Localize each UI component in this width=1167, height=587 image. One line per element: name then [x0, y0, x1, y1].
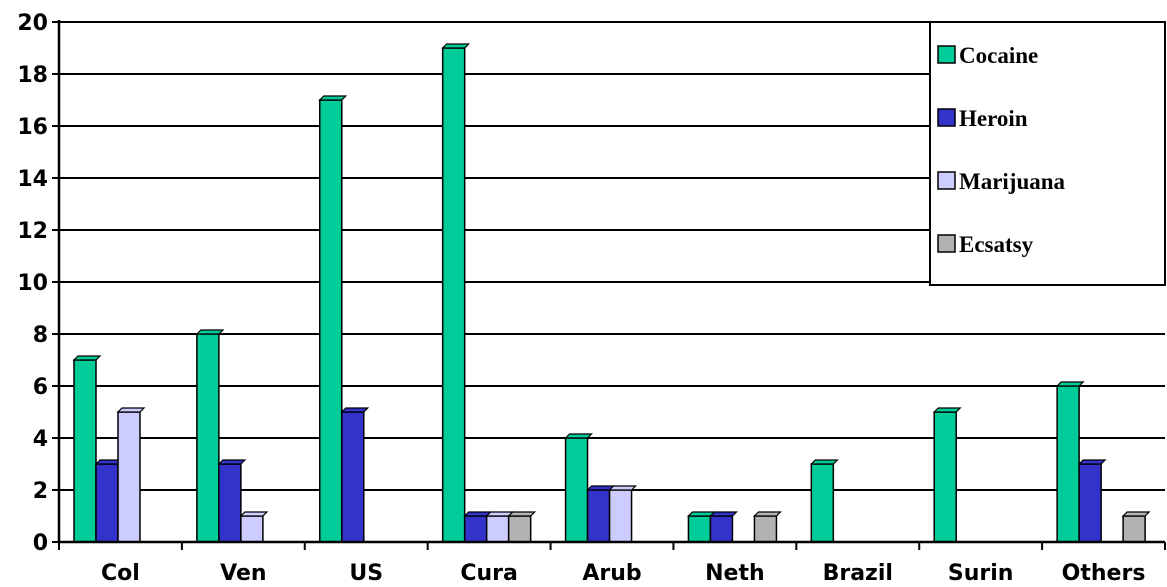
bar-top-cap [116, 407, 146, 413]
bar-top-cap [1055, 381, 1085, 387]
y-tick-label: 8 [33, 323, 48, 348]
bar-top-cap [932, 407, 962, 413]
bar-top-cap [708, 511, 738, 517]
y-tick-label: 20 [17, 11, 48, 36]
legend-swatch-marijuana [937, 171, 956, 190]
bar-heroin-ven [218, 463, 242, 543]
bar-top-cap [239, 511, 269, 517]
legend-label-heroin: Heroin [959, 106, 1028, 131]
bar-heroin-others [1078, 463, 1102, 543]
y-tick-label: 4 [33, 427, 48, 452]
x-tick-label: Arub [582, 561, 641, 586]
bar-cocaine-arub [564, 437, 589, 543]
legend: Cocaine Heroin Marijuana Ecsatsy [929, 21, 1166, 286]
x-tick-label: Cura [460, 561, 518, 586]
bar-top-cap [441, 43, 471, 49]
y-tick-label: 18 [17, 63, 48, 88]
legend-label-ecsatsy: Ecsatsy [959, 232, 1034, 257]
bar-series-group [72, 43, 1151, 543]
bar-top-cap [318, 95, 348, 101]
y-axis-tick-labels: 0 2 4 6 8 10 12 14 16 18 20 [17, 11, 48, 556]
bar-top-cap [752, 511, 782, 517]
bar-heroin-col [95, 463, 119, 543]
bar-marijuana-col [117, 411, 141, 543]
bar-heroin-us [341, 411, 365, 543]
bar-cocaine-us [319, 99, 343, 543]
bar-cocaine-ven [196, 333, 220, 543]
bar-ecsatsy-cura [507, 515, 532, 543]
y-tick-label: 0 [33, 531, 48, 556]
y-tick-label: 12 [17, 219, 48, 244]
y-tick-label: 6 [33, 375, 48, 400]
bar-cocaine-surin [933, 411, 957, 543]
bar-top-cap [1077, 459, 1107, 465]
bar-top-cap [507, 511, 537, 517]
bar-top-cap [340, 407, 370, 413]
x-tick-label: Brazil [823, 561, 893, 586]
bar-marijuana-arub [608, 489, 633, 543]
bar-top-cap [195, 329, 225, 335]
legend-box [929, 21, 1166, 286]
bar-cocaine-brazil [810, 463, 835, 543]
bar-heroin-neth [709, 515, 734, 543]
bar-heroin-arub [586, 489, 611, 543]
bar-top-cap [809, 459, 839, 465]
bar-cocaine-col [73, 359, 97, 543]
bar-ecsatsy-others [1122, 515, 1146, 543]
bar-top-cap [217, 459, 247, 465]
x-tick-label: Surin [948, 561, 1014, 586]
y-tick-label: 16 [17, 115, 48, 140]
x-tick-label: Neth [705, 561, 765, 586]
x-axis-tick-labels: Col Ven US Cura Arub Neth Brazil Surin Others [101, 561, 1145, 586]
x-tick-label: Ven [220, 561, 266, 586]
x-tick-label: US [349, 561, 383, 586]
bar-marijuana-cura [485, 515, 510, 543]
y-tick-label: 2 [33, 479, 48, 504]
legend-swatch-cocaine [937, 45, 956, 64]
bar-top-cap [1121, 511, 1151, 517]
legend-swatch-ecsatsy [937, 234, 956, 253]
x-tick-label: Col [101, 561, 140, 586]
bar-ecsatsy-neth [753, 515, 778, 543]
legend-swatch-heroin [937, 108, 956, 127]
bar-cocaine-others [1056, 385, 1080, 543]
bar-cocaine-cura [441, 47, 466, 543]
bar-top-cap [72, 355, 102, 361]
bar-cocaine-neth [687, 515, 712, 543]
bar-marijuana-ven [240, 515, 264, 543]
y-tick-label: 14 [17, 167, 48, 192]
bar-heroin-cura [463, 515, 488, 543]
y-tick-label: 10 [17, 271, 48, 296]
bar-top-cap [564, 433, 594, 439]
axes [52, 20, 1166, 550]
legend-label-marijuana: Marijuana [959, 169, 1066, 194]
x-tick-label: Others [1062, 561, 1146, 586]
legend-label-cocaine: Cocaine [959, 43, 1038, 68]
bar-top-cap [608, 485, 638, 491]
